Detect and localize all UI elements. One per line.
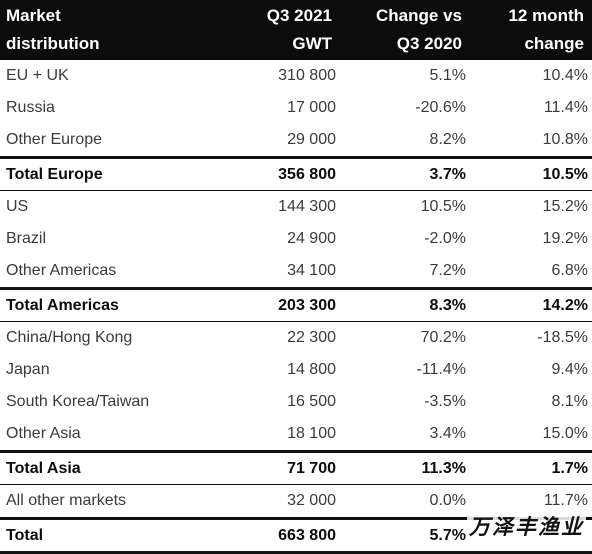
gwt-cell: 32 000	[287, 492, 336, 509]
header-line: distribution	[6, 34, 100, 53]
market-name-cell: EU + UK	[6, 67, 69, 84]
change-vs-q3-2020-cell: -2.0%	[424, 230, 466, 247]
table-row: EU + UK 310 800 5.1% 10.4%	[0, 60, 592, 92]
table-row: China/Hong Kong 22 300 70.2% -18.5%	[0, 322, 592, 355]
market-name-cell: Other Asia	[6, 425, 81, 442]
watermark-logo: 万泽丰渔业	[467, 511, 586, 541]
change-vs-q3-2020-cell: 8.2%	[429, 131, 466, 148]
total-row: Total Asia 71 700 11.3% 1.7%	[0, 450, 592, 485]
total-row: Total Europe 356 800 3.7% 10.5%	[0, 156, 592, 191]
header-line: change	[524, 34, 584, 53]
gwt-cell: 71 700	[236, 450, 340, 485]
table-row: Other Americas 34 100 7.2% 6.8%	[0, 255, 592, 289]
gwt-cell: 16 500	[287, 393, 336, 410]
header-change-vs-q3-2020: Change vs Q3 2020	[340, 0, 470, 60]
twelve-month-change-cell: 15.0%	[542, 425, 588, 442]
twelve-month-change-cell: 11.7%	[543, 492, 588, 509]
market-name-cell: Total Europe	[0, 156, 236, 191]
market-name-cell: Total	[0, 517, 236, 554]
twelve-month-change-cell: 1.7%	[470, 450, 592, 485]
gwt-cell: 144 300	[278, 198, 336, 215]
header-line: Change vs	[376, 6, 462, 25]
market-name-cell: South Korea/Taiwan	[6, 393, 150, 410]
change-vs-q3-2020-cell: -3.5%	[424, 393, 466, 410]
market-name-cell: Total Asia	[0, 450, 236, 485]
change-vs-q3-2020-cell: 10.5%	[420, 198, 466, 215]
change-vs-q3-2020-cell: -20.6%	[415, 99, 466, 116]
table-row: Brazil 24 900 -2.0% 19.2%	[0, 223, 592, 255]
change-vs-q3-2020-cell: 5.1%	[429, 67, 466, 84]
change-vs-q3-2020-cell: 5.7%	[340, 517, 470, 554]
header-line: 12 month	[508, 6, 584, 25]
table-row: Japan 14 800 -11.4% 9.4%	[0, 354, 592, 386]
market-name-cell: Total Americas	[0, 287, 236, 322]
market-name-cell: All other markets	[6, 492, 127, 509]
table-row: Other Asia 18 100 3.4% 15.0%	[0, 418, 592, 452]
header-line: Market	[6, 6, 61, 25]
gwt-cell: 22 300	[287, 329, 336, 346]
change-vs-q3-2020-cell: 11.3%	[340, 450, 470, 485]
gwt-cell: 18 100	[287, 425, 336, 442]
change-vs-q3-2020-cell: 3.7%	[340, 156, 470, 191]
twelve-month-change-cell: 10.5%	[470, 156, 592, 191]
market-name-cell: Japan	[6, 361, 50, 378]
market-name-cell: Russia	[6, 99, 55, 116]
table-row: US 144 300 10.5% 15.2%	[0, 191, 592, 224]
change-vs-q3-2020-cell: 8.3%	[340, 287, 470, 322]
twelve-month-change-cell: 19.2%	[542, 230, 588, 247]
twelve-month-change-cell: -18.5%	[537, 329, 588, 346]
change-vs-q3-2020-cell: 70.2%	[420, 329, 466, 346]
gwt-cell: 203 300	[236, 287, 340, 322]
gwt-cell: 17 000	[287, 99, 336, 116]
table-header: Market distribution Q3 2021 GWT Change v…	[0, 0, 592, 60]
header-row: Market distribution Q3 2021 GWT Change v…	[0, 0, 592, 60]
table-row: All other markets 32 000 0.0% 11.7%	[0, 485, 592, 519]
twelve-month-change-cell: 14.2%	[470, 287, 592, 322]
header-line: Q3 2020	[396, 34, 462, 53]
table-row: South Korea/Taiwan 16 500 -3.5% 8.1%	[0, 386, 592, 418]
change-vs-q3-2020-cell: -11.4%	[416, 361, 466, 378]
table-row: Russia 17 000 -20.6% 11.4%	[0, 92, 592, 124]
gwt-cell: 14 800	[287, 361, 336, 378]
market-name-cell: Brazil	[6, 230, 47, 247]
header-line: Q3 2021	[266, 6, 332, 25]
header-q3-2021-gwt: Q3 2021 GWT	[236, 0, 340, 60]
twelve-month-change-cell: 8.1%	[551, 393, 588, 410]
twelve-month-change-cell: 15.2%	[542, 198, 588, 215]
change-vs-q3-2020-cell: 3.4%	[429, 425, 466, 442]
market-name-cell: US	[6, 198, 29, 215]
header-line: GWT	[292, 34, 332, 53]
market-name-cell: Other Americas	[6, 262, 117, 279]
market-name-cell: China/Hong Kong	[6, 329, 133, 346]
gwt-cell: 356 800	[236, 156, 340, 191]
twelve-month-change-cell: 10.8%	[542, 131, 588, 148]
header-12-month-change: 12 month change	[470, 0, 592, 60]
twelve-month-change-cell: 11.4%	[543, 99, 588, 116]
twelve-month-change-cell: 10.4%	[542, 67, 588, 84]
total-row: Total Americas 203 300 8.3% 14.2%	[0, 287, 592, 322]
twelve-month-change-cell: 9.4%	[551, 361, 588, 378]
table-row: Other Europe 29 000 8.2% 10.8%	[0, 124, 592, 158]
change-vs-q3-2020-cell: 7.2%	[429, 262, 466, 279]
header-market-distribution: Market distribution	[0, 0, 236, 60]
twelve-month-change-cell: 6.8%	[551, 262, 588, 279]
gwt-cell: 310 800	[278, 67, 336, 84]
table-body: EU + UK 310 800 5.1% 10.4% Russia 17 000 -20.6…	[0, 60, 592, 554]
gwt-cell: 24 900	[287, 230, 336, 247]
gwt-cell: 663 800	[236, 517, 340, 554]
market-name-cell: Other Europe	[6, 131, 103, 148]
gwt-cell: 29 000	[287, 131, 336, 148]
gwt-cell: 34 100	[287, 262, 336, 279]
change-vs-q3-2020-cell: 0.0%	[429, 492, 466, 509]
